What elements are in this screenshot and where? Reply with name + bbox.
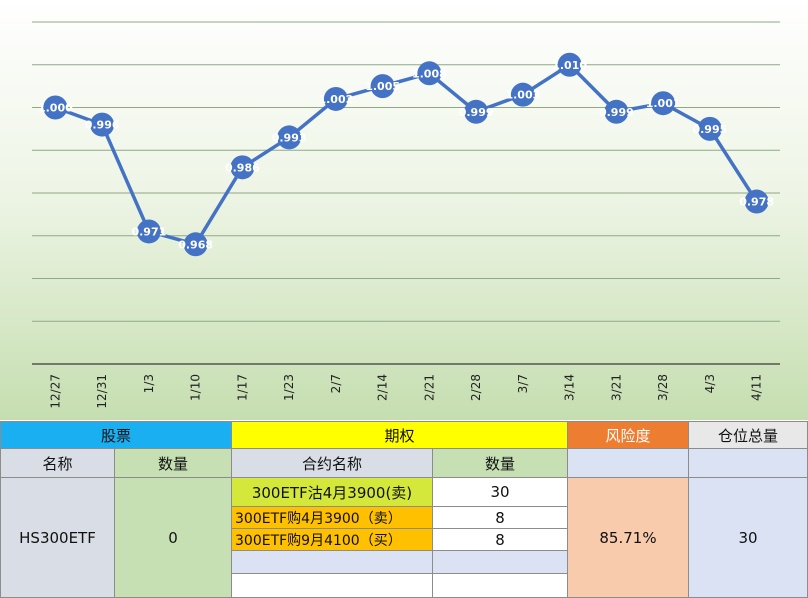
position-table: 股票 期权 风险度 仓位总量 名称 数量 合约名称 数量 HS300ETF 0 …	[0, 421, 808, 598]
header-name: 名称	[0, 448, 115, 478]
x-tick-label: 2/28	[469, 374, 483, 401]
header-option-qty: 数量	[432, 448, 568, 478]
stock-name-cell: HS300ETF	[0, 477, 115, 598]
data-label: 1.002	[318, 93, 353, 106]
x-tick-label: 2/21	[422, 374, 436, 401]
data-point	[557, 52, 582, 77]
data-point	[651, 91, 676, 116]
data-label: 0.996	[85, 119, 120, 132]
x-tick-label: 4/3	[703, 374, 717, 393]
option-qty-2: 8	[432, 506, 568, 529]
header-option: 期权	[231, 421, 568, 449]
x-tick-label: 1/10	[189, 374, 203, 401]
data-point	[43, 95, 68, 120]
stock-qty-cell: 0	[114, 477, 232, 598]
data-label: 1.008	[412, 67, 447, 80]
option-name-1: 300ETF沽4月3900(卖)	[231, 477, 433, 507]
option-name-2: 300ETF购4月3900（卖）	[231, 506, 433, 529]
x-tick-label: 3/21	[609, 374, 623, 401]
data-point	[464, 99, 489, 124]
data-point	[323, 86, 348, 111]
header-total-blank	[688, 448, 808, 478]
x-tick-label: 3/14	[563, 374, 577, 401]
x-tick-label: 1/17	[235, 374, 249, 401]
total-value-cell: 30	[688, 477, 808, 598]
option-qty-5	[432, 573, 568, 598]
data-label: 0.999	[459, 106, 494, 119]
header-total: 仓位总量	[688, 421, 808, 449]
x-tick-label: 1/23	[282, 374, 296, 401]
data-point	[604, 99, 629, 124]
option-name-3: 300ETF购9月4100（买）	[231, 528, 433, 551]
data-label: 0.995	[692, 123, 727, 136]
data-point	[510, 82, 535, 107]
data-label: 0.968	[178, 238, 213, 251]
data-point	[277, 125, 302, 150]
data-label: 0.999	[599, 106, 634, 119]
data-label: 0.978	[739, 196, 774, 209]
data-point	[90, 112, 115, 137]
x-tick-label: 3/28	[656, 374, 670, 401]
data-label: 0.971	[131, 225, 166, 238]
data-label: 1.001	[646, 97, 681, 110]
data-label: 1.000	[38, 102, 73, 115]
x-tick-label: 3/7	[516, 374, 530, 393]
header-contract-name: 合约名称	[231, 448, 433, 478]
series-line	[54, 63, 759, 247]
option-qty-4	[432, 550, 568, 574]
option-qty-3: 8	[432, 528, 568, 551]
x-tick-label: 4/11	[750, 374, 764, 401]
option-qty-1: 30	[432, 477, 568, 507]
chart-area: 1.000 0.996 0.971 0.968 0.986 0.993 1.002 1.005…	[0, 0, 808, 420]
x-tick-label: 2/7	[329, 374, 343, 393]
data-point	[183, 232, 208, 257]
data-label: 0.986	[225, 161, 260, 174]
x-tick-label: 1/3	[142, 374, 156, 393]
data-label: 1.010	[552, 59, 587, 72]
data-label: 1.003	[505, 89, 540, 102]
header-stock: 股票	[0, 421, 232, 449]
data-point	[230, 155, 255, 180]
data-point	[697, 116, 722, 141]
option-name-4	[231, 550, 433, 574]
x-tick-label: 12/31	[95, 374, 109, 409]
data-point	[136, 219, 161, 244]
header-risk-blank	[567, 448, 689, 478]
line-chart: 1.000 0.996 0.971 0.968 0.986 0.993 1.002 1.005…	[32, 21, 780, 409]
data-label: 0.993	[272, 131, 307, 144]
x-tick-label: 2/14	[376, 374, 390, 401]
option-name-5	[231, 573, 433, 598]
header-risk: 风险度	[567, 421, 689, 449]
data-label: 1.005	[365, 80, 400, 93]
x-tick-label: 12/27	[48, 374, 62, 409]
data-point	[417, 61, 442, 86]
data-point	[370, 74, 395, 99]
risk-value-cell: 85.71%	[567, 477, 689, 598]
data-point	[744, 189, 769, 214]
header-qty: 数量	[114, 448, 232, 478]
